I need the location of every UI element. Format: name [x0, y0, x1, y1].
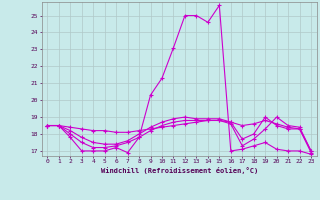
- X-axis label: Windchill (Refroidissement éolien,°C): Windchill (Refroidissement éolien,°C): [100, 167, 258, 174]
